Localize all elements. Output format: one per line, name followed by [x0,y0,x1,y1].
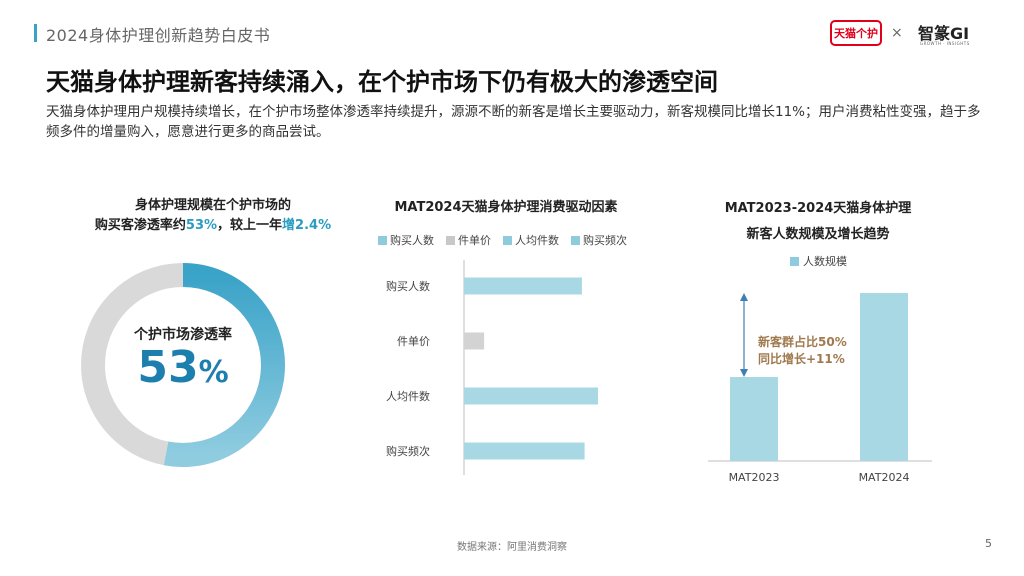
legend-label: 购买人数 [390,234,434,247]
bar-category-label: 购买人数 [386,279,430,293]
page-number: 5 [985,537,992,550]
page-title: 天猫身体护理新客持续涌入，在个护市场下仍有极大的渗透空间 [46,68,718,96]
bar [464,442,585,460]
growth-annotation-line1: 新客群占比50% [758,334,847,349]
partner-logo-sub: GROWTH · INSIGHTS [920,41,970,46]
legend-swatch-size [790,256,799,266]
bar [464,387,598,405]
legend-label-size: 人数规模 [803,255,847,268]
legend-swatch [378,235,387,245]
donut-unit: % [198,355,229,390]
penetration-caption: 身体护理规模在个护市场的 购买客渗透率约53%，较上一年增2.4% [50,196,376,236]
header-title: 2024身体护理创新趋势白皮书 [46,26,271,45]
legend-label: 件单价 [458,234,491,247]
data-source: 数据来源：阿里消费洞察 [457,542,567,553]
newcustomer-chart-legend: 人数规模 [790,253,847,269]
legend-item: 购买人数 [378,232,434,248]
column [860,293,908,461]
legend-label: 购买频次 [583,234,627,247]
newcustomer-chart-title: MAT2023-2024天猫身体护理 新客人数规模及增长趋势 [700,196,936,248]
caption-highlight-growth: 增2.4% [282,218,332,233]
legend-label: 人均件数 [515,234,559,247]
legend-swatch [571,235,580,245]
legend-swatch [446,235,455,245]
header-accent-bar [34,24,37,42]
partner-logo: 智篆GI [918,24,970,43]
caption-mid: ，较上一年 [217,218,283,233]
bar-category-label: 人均件数 [386,390,430,403]
donut-number: 53 [137,342,199,393]
newcustomer-title-line2: 新客人数规模及增长趋势 [746,227,890,242]
bar [464,332,485,350]
legend-swatch [503,235,512,245]
column-category-label: MAT2023 [729,471,780,484]
donut-arc-filled [163,263,285,467]
bar-category-label: 购买频次 [386,444,430,458]
tmall-logo: 天猫个护 [830,20,882,46]
donut-value: 53% [78,342,288,393]
caption-line2: 购买客渗透率约53%，较上一年增2.4% [50,216,376,236]
donut-label: 个护市场渗透率 [134,327,232,343]
column-category-label: MAT2024 [859,471,910,484]
caption-prefix: 购买客渗透率约 [94,218,186,233]
caption-line1: 身体护理规模在个护市场的 [134,198,291,213]
page-subtitle: 天猫身体护理用户规模持续增长，在个护市场整体渗透率持续提升，源源不断的新客是增长… [46,104,981,140]
growth-arrow-head-top [740,293,748,301]
legend-item: 人均件数 [503,232,559,248]
bar [464,277,582,295]
caption-highlight-rate: 53% [185,218,218,233]
growth-arrow-head-bottom [740,369,748,377]
newcustomer-column-chart: MAT2023 MAT2024 新客群占比50% 同比增长+11% [708,293,932,484]
drivers-chart-title: MAT2024天猫身体护理消费驱动因素 [394,200,618,215]
legend-item: 购买频次 [571,232,627,248]
column [730,377,778,461]
bar-category-label: 件单价 [397,335,430,348]
legend-item: 件单价 [446,232,491,248]
newcustomer-title-line1: MAT2023-2024天猫身体护理 [724,201,912,216]
drivers-chart-legend: 购买人数 件单价 人均件数 购买频次 [378,232,627,248]
growth-annotation-line2: 同比增长+11% [758,351,845,366]
logo-separator: × [891,25,903,41]
penetration-donut-chart [81,263,285,467]
